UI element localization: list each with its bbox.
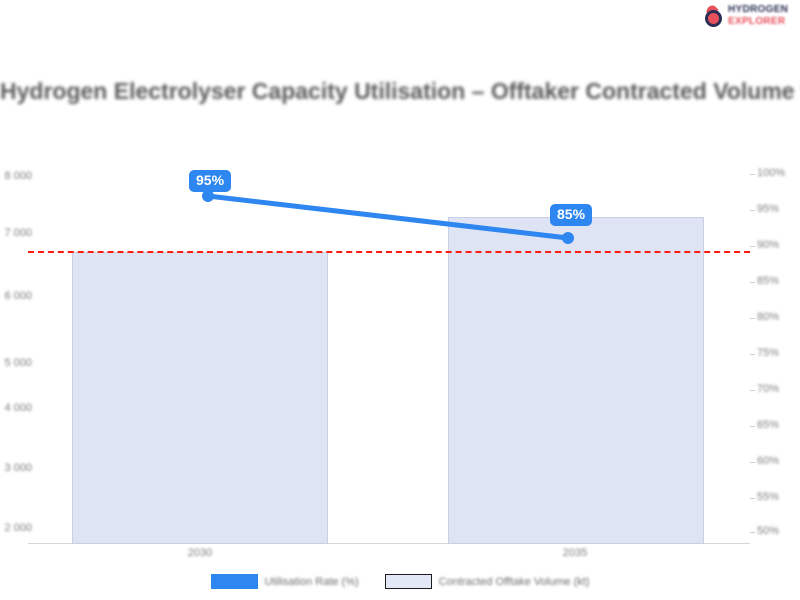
legend-swatch — [210, 574, 258, 589]
right-axis-tick-mark — [750, 462, 755, 463]
left-axis-tick-label: 7 000 — [4, 227, 32, 239]
point-2030[interactable] — [202, 190, 214, 202]
x-axis-tick-label: 2035 — [562, 547, 588, 559]
hydrogen-drop-icon — [703, 3, 725, 28]
data-label-badge: 85% — [550, 204, 593, 226]
right-axis-tick-mark — [750, 532, 755, 533]
right-axis-tick-mark — [750, 426, 755, 427]
right-axis-tick-mark — [750, 318, 755, 319]
brand-logo: HYDROGEN EXPLORER — [703, 1, 797, 31]
left-axis-tick-label: 3 000 — [4, 462, 32, 474]
right-axis-tick-label: 100% — [757, 167, 786, 179]
right-axis-tick-label: 65% — [757, 419, 780, 431]
right-axis-tick-label: 60% — [757, 455, 780, 467]
left-axis-tick-mark — [24, 409, 29, 410]
right-axis-tick-label: 85% — [757, 275, 780, 287]
right-axis-tick-mark — [750, 174, 755, 175]
logo-line-bottom: EXPLORER — [728, 16, 786, 27]
logo-line-top: HYDROGEN — [728, 4, 789, 15]
left-axis-tick-label: 2 000 — [4, 522, 32, 534]
right-axis-tick-mark — [750, 210, 755, 211]
right-axis-tick-mark — [750, 390, 755, 391]
chart-legend: Utilisation Rate (%) Contracted Offtake V… — [0, 574, 800, 589]
bar-2030[interactable] — [72, 252, 328, 544]
left-axis-tick-label: 4 000 — [4, 402, 32, 414]
right-axis-tick-label: 80% — [757, 311, 780, 323]
right-axis-tick-mark — [750, 246, 755, 247]
legend-contracted-volume[interactable]: Contracted Offtake Volume (kt) — [384, 574, 590, 589]
left-axis-tick-mark — [24, 364, 29, 365]
left-axis-tick-label: 8 000 — [4, 170, 32, 182]
left-axis-tick-mark — [24, 529, 29, 530]
legend-label: Contracted Offtake Volume (kt) — [438, 575, 590, 588]
logo-wordmark: HYDROGEN EXPLORER — [728, 5, 788, 27]
x-axis-line — [28, 543, 750, 544]
legend-label: Utilisation Rate (%) — [264, 575, 359, 588]
left-axis-tick-mark — [24, 234, 29, 235]
left-axis-tick-mark — [24, 177, 29, 178]
right-axis-tick-label: 75% — [757, 347, 780, 359]
right-axis-tick-mark — [750, 354, 755, 355]
target-reference-line — [28, 251, 750, 253]
data-label-badge: 95% — [189, 170, 232, 192]
right-axis-tick-label: 95% — [757, 203, 780, 215]
right-axis-tick-label: 50% — [757, 525, 780, 537]
left-axis-tick-mark — [24, 469, 29, 470]
left-axis-tick-label: 5 000 — [4, 357, 32, 369]
right-axis-tick-label: 70% — [757, 383, 780, 395]
point-2035[interactable] — [562, 232, 574, 244]
left-axis-tick-label: 6 000 — [4, 290, 32, 302]
ring-shape — [705, 10, 722, 27]
legend-swatch — [384, 574, 432, 589]
bar-2035[interactable] — [448, 217, 704, 544]
right-axis-tick-mark — [750, 498, 755, 499]
page-title: Hydrogen Electrolyser Capacity Utilisati… — [0, 78, 800, 104]
legend-utilisation-rate[interactable]: Utilisation Rate (%) — [210, 574, 359, 589]
left-axis-tick-mark — [24, 297, 29, 298]
x-axis-tick-label: 2030 — [187, 547, 213, 559]
trend-markers — [202, 190, 574, 244]
right-axis-tick-mark — [750, 282, 755, 283]
right-axis-tick-label: 90% — [757, 239, 780, 251]
right-axis-tick-label: 55% — [757, 491, 780, 503]
trend-polyline — [205, 193, 571, 241]
